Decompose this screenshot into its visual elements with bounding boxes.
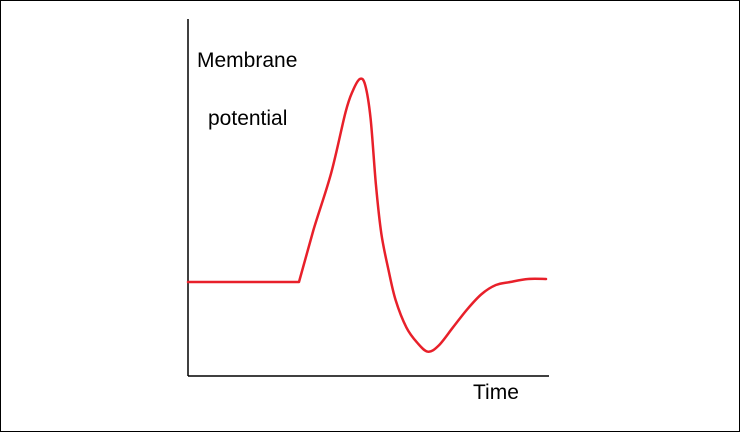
y-axis-label-line-1: Membrane bbox=[197, 49, 298, 72]
x-axis-label: Time bbox=[473, 381, 519, 404]
y-axis-label: Membrane potential bbox=[197, 17, 297, 162]
y-axis-label-line-2: potential bbox=[208, 107, 288, 130]
series-line bbox=[186, 77, 548, 353]
